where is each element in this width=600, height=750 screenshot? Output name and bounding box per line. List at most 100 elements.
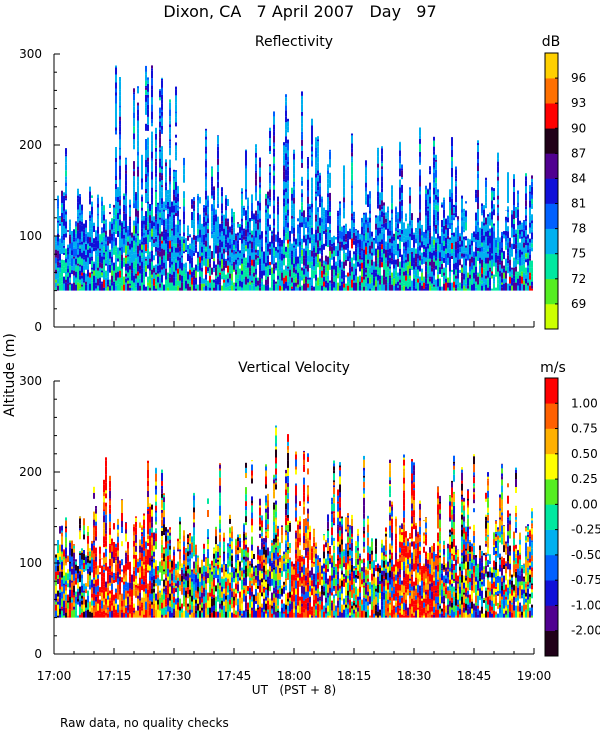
heatmap-cell: [89, 248, 91, 254]
heatmap-cell: [387, 210, 389, 213]
heatmap-cell: [171, 264, 173, 267]
heatmap-cell: [119, 155, 121, 160]
heatmap-cell: [165, 208, 167, 211]
heatmap-cell: [73, 237, 75, 240]
heatmap-cell: [111, 270, 113, 276]
heatmap-cell: [359, 275, 361, 282]
heatmap-cell: [165, 226, 167, 230]
heatmap-cell: [461, 267, 463, 273]
heatmap-cell: [327, 282, 329, 291]
heatmap-cell: [169, 116, 171, 121]
heatmap-cell: [451, 208, 453, 215]
heatmap-cell: [71, 562, 73, 567]
heatmap-cell: [435, 251, 437, 258]
heatmap-cell: [377, 235, 379, 242]
heatmap-cell: [381, 275, 383, 284]
heatmap-cell: [157, 270, 159, 274]
heatmap-cell: [179, 260, 181, 269]
heatmap-cell: [171, 215, 173, 222]
heatmap-cell: [503, 231, 505, 235]
heatmap-cell: [161, 191, 163, 199]
heatmap-cell: [299, 259, 301, 267]
heatmap-cell: [435, 194, 437, 200]
heatmap-cell: [93, 611, 95, 616]
heatmap-cell: [399, 156, 401, 164]
heatmap-cell: [145, 103, 147, 106]
heatmap-cell: [65, 148, 67, 155]
heatmap-cell: [213, 234, 215, 243]
heatmap-cell: [431, 259, 433, 268]
heatmap-cell: [219, 284, 221, 291]
heatmap-cell: [257, 257, 259, 262]
heatmap-cell: [59, 217, 61, 220]
heatmap-cell: [315, 234, 317, 243]
heatmap-cell: [531, 223, 533, 230]
heatmap-cell: [253, 283, 255, 286]
heatmap-cell: [237, 223, 239, 228]
heatmap-cell: [385, 269, 387, 277]
heatmap-cell: [229, 278, 231, 286]
heatmap-cell: [161, 231, 163, 237]
heatmap-cell: [249, 232, 251, 235]
heatmap-cell: [181, 255, 183, 258]
heatmap-cell: [423, 251, 425, 257]
heatmap-cell: [231, 230, 233, 235]
heatmap-cell: [211, 222, 213, 229]
heatmap-cell: [289, 230, 291, 239]
heatmap-cell: [119, 574, 121, 577]
heatmap-cell: [301, 222, 303, 228]
heatmap-cell: [111, 545, 113, 552]
heatmap-cell: [173, 169, 175, 172]
heatmap-cell: [349, 267, 351, 274]
heatmap-cell: [333, 245, 335, 251]
colorbar-tick-label: 93: [571, 96, 586, 110]
heatmap-cell: [119, 116, 121, 121]
heatmap-cell: [137, 86, 139, 89]
heatmap-cell: [217, 200, 219, 204]
heatmap-cell: [229, 288, 231, 291]
heatmap-cell: [223, 272, 225, 278]
heatmap-cell: [231, 280, 233, 286]
heatmap-cell: [73, 585, 75, 593]
heatmap-cell: [115, 257, 117, 265]
heatmap-cell: [147, 221, 149, 224]
heatmap-cell: [93, 517, 95, 520]
heatmap-cell: [217, 158, 219, 165]
heatmap-cell: [447, 215, 449, 220]
heatmap-cell: [355, 235, 357, 239]
heatmap-cell: [147, 229, 149, 233]
heatmap-cell: [237, 257, 239, 260]
heatmap-cell: [281, 246, 283, 249]
heatmap-cell: [175, 194, 177, 197]
heatmap-cell: [433, 165, 435, 168]
heatmap-cell: [307, 214, 309, 218]
heatmap-cell: [109, 285, 111, 291]
heatmap-cell: [107, 286, 109, 291]
heatmap-cell: [459, 244, 461, 248]
heatmap-cell: [103, 515, 105, 523]
heatmap-cell: [395, 270, 397, 276]
heatmap-cell: [301, 91, 303, 96]
heatmap-cell: [145, 201, 147, 203]
heatmap-cell: [63, 218, 65, 226]
heatmap-cell: [351, 158, 353, 161]
heatmap-cell: [399, 142, 401, 151]
heatmap-cell: [171, 239, 173, 242]
heatmap-cell: [251, 252, 253, 260]
heatmap-cell: [89, 551, 91, 554]
heatmap-cell: [119, 225, 121, 233]
heatmap-cell: [339, 201, 341, 204]
heatmap-cell: [461, 288, 463, 291]
heatmap-cell: [353, 266, 355, 275]
heatmap-cell: [105, 457, 107, 461]
heatmap-cell: [117, 571, 119, 579]
heatmap-cell: [57, 195, 59, 199]
heatmap-cell: [499, 249, 501, 256]
heatmap-cell: [79, 599, 81, 602]
heatmap-cell: [221, 191, 223, 197]
heatmap-cell: [257, 200, 259, 202]
heatmap-cell: [65, 162, 67, 165]
heatmap-cell: [287, 227, 289, 232]
heatmap-cell: [351, 200, 353, 206]
heatmap-cell: [159, 151, 161, 159]
